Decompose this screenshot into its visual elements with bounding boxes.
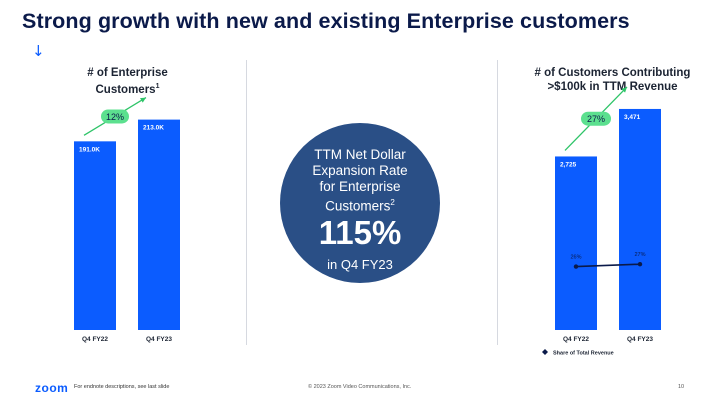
right-bar-value-label-2: 3,471 bbox=[624, 114, 641, 121]
left-chart-title-line1: # of Enterprise bbox=[87, 67, 168, 79]
left-bar-value-label-2: 213.0K bbox=[143, 125, 164, 132]
right-chart-title: # of Customers Contributing >$100k in TT… bbox=[505, 66, 720, 94]
right-category-label-1: Q4 FY22 bbox=[563, 336, 589, 343]
circle-label-line3: for Enterprise bbox=[319, 179, 401, 194]
left-category-label-1: Q4 FY22 bbox=[82, 336, 108, 343]
circle-label-line2: Expansion Rate bbox=[312, 163, 408, 178]
down-arrow-icon: ↓ bbox=[32, 42, 45, 60]
right-bar-2 bbox=[619, 108, 661, 330]
page-number: 10 bbox=[678, 384, 685, 390]
right-category-label-2: Q4 FY23 bbox=[627, 336, 653, 343]
share-point-2 bbox=[637, 262, 643, 267]
share-point-label-1: 26% bbox=[570, 255, 581, 261]
left-growth-pill bbox=[101, 109, 129, 124]
share-point-label-2: 27% bbox=[634, 252, 645, 258]
footer-note: For endnote descriptions, see last slide bbox=[74, 384, 170, 390]
right-chart-title-line1: # of Customers Contributing bbox=[534, 67, 691, 79]
left-bar-1 bbox=[74, 141, 116, 330]
right-divider bbox=[497, 60, 498, 345]
slide-title: Strong growth with new and existing Ente… bbox=[22, 9, 630, 33]
circle-label: TTM Net Dollar Expansion Rate for Enterp… bbox=[280, 147, 440, 215]
left-growth-label: 12% bbox=[106, 112, 124, 122]
zoom-logo: zoom bbox=[35, 381, 69, 395]
net-dollar-expansion-circle: TTM Net Dollar Expansion Rate for Enterp… bbox=[280, 123, 440, 283]
right-chart-title-line2: >$100k in TTM Revenue bbox=[547, 81, 678, 93]
left-category-label-2: Q4 FY23 bbox=[146, 336, 172, 343]
share-point-1 bbox=[573, 264, 579, 269]
expansion-rate-value: 115% bbox=[318, 214, 402, 251]
left-chart-title: # of Enterprise Customers1 bbox=[60, 66, 195, 97]
right-bar-1 bbox=[555, 156, 597, 330]
share-line bbox=[575, 263, 641, 268]
left-chart-title-line2: Customers1 bbox=[95, 83, 160, 96]
right-bar-value-label-1: 2,725 bbox=[560, 161, 577, 168]
left-bar-2 bbox=[138, 119, 180, 331]
right-growth-arrow-head bbox=[621, 86, 627, 93]
expansion-rate-period: in Q4 FY23 bbox=[327, 257, 393, 272]
legend-label: Share of Total Revenue bbox=[553, 351, 614, 357]
right-growth-pill bbox=[581, 111, 611, 126]
left-divider bbox=[246, 60, 247, 345]
legend-diamond-icon bbox=[542, 349, 548, 355]
left-bar-value-label-1: 191.0K bbox=[79, 146, 100, 153]
circle-label-line4: Customers2 bbox=[325, 198, 395, 214]
right-growth-label: 27% bbox=[587, 114, 605, 124]
footer-copyright: © 2023 Zoom Video Communications, Inc. bbox=[308, 384, 412, 390]
circle-label-line1: TTM Net Dollar bbox=[314, 147, 406, 162]
left-growth-arrow-head bbox=[140, 97, 146, 103]
